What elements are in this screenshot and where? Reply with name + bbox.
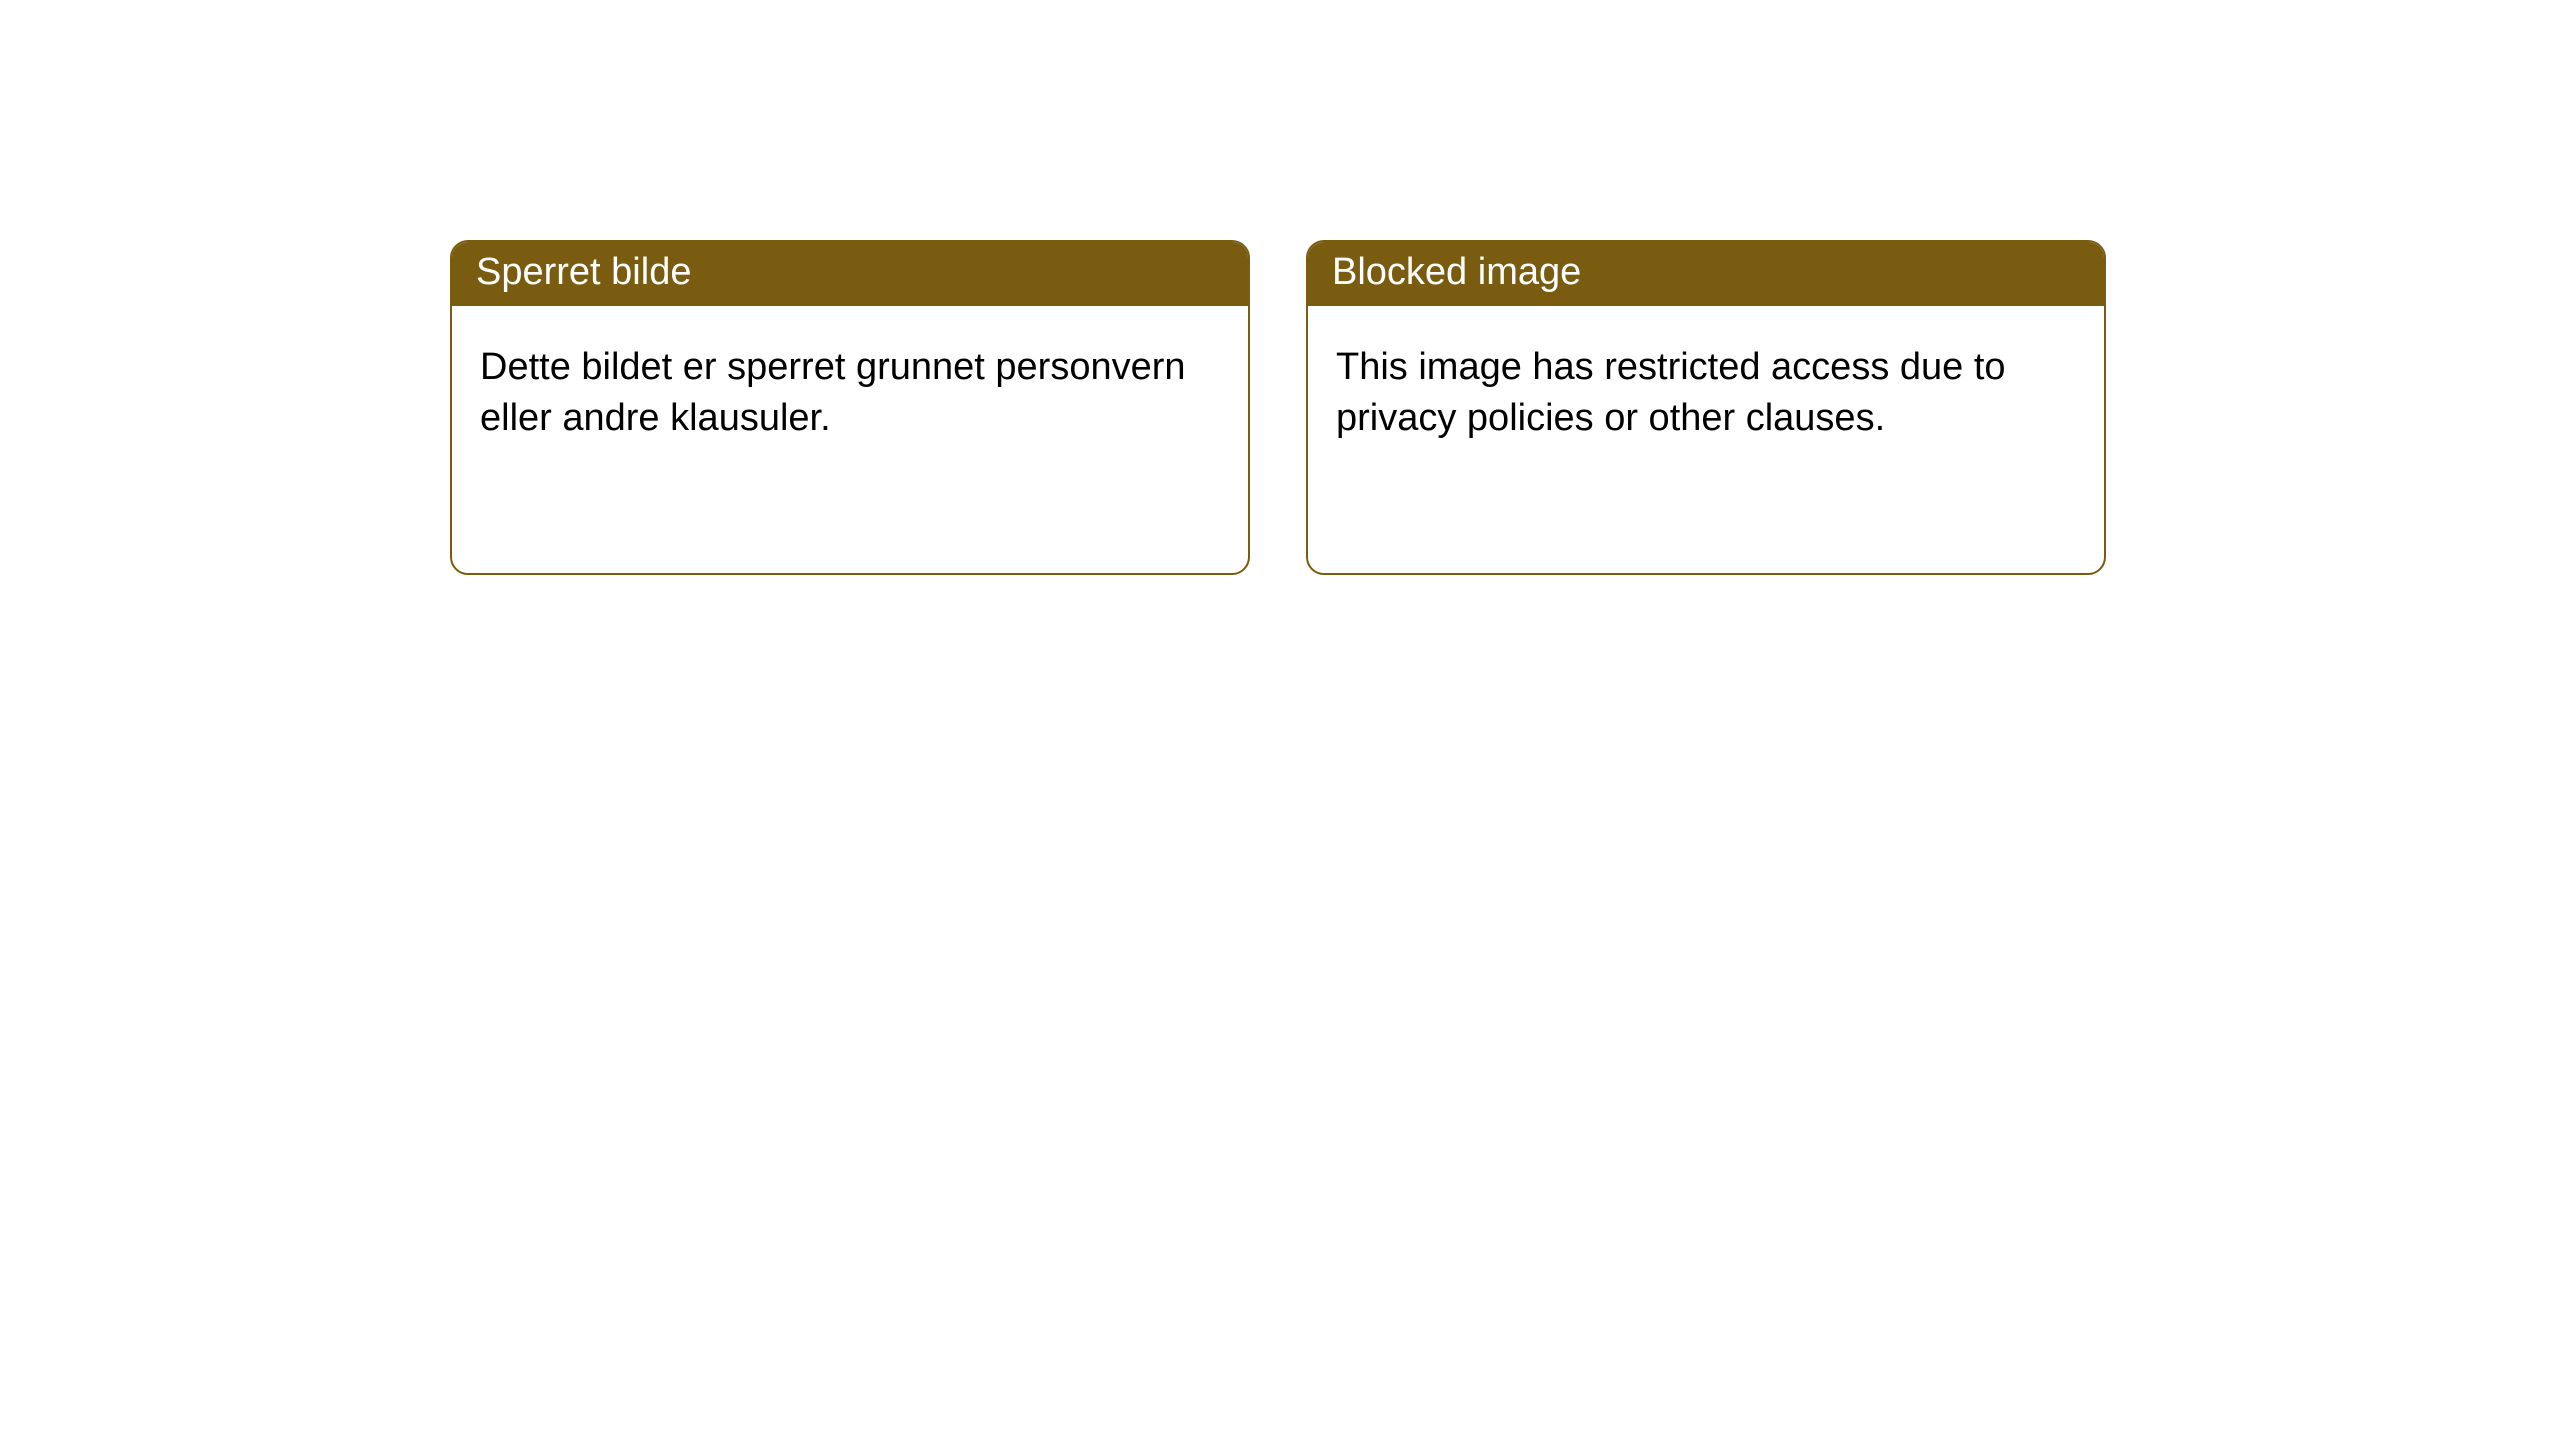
card-header-no: Sperret bilde (452, 242, 1248, 306)
card-body-no: Dette bildet er sperret grunnet personve… (452, 306, 1248, 481)
notice-cards-container: Sperret bilde Dette bildet er sperret gr… (0, 0, 2560, 575)
card-body-en: This image has restricted access due to … (1308, 306, 2104, 481)
blocked-image-card-en: Blocked image This image has restricted … (1306, 240, 2106, 575)
blocked-image-card-no: Sperret bilde Dette bildet er sperret gr… (450, 240, 1250, 575)
card-header-en: Blocked image (1308, 242, 2104, 306)
